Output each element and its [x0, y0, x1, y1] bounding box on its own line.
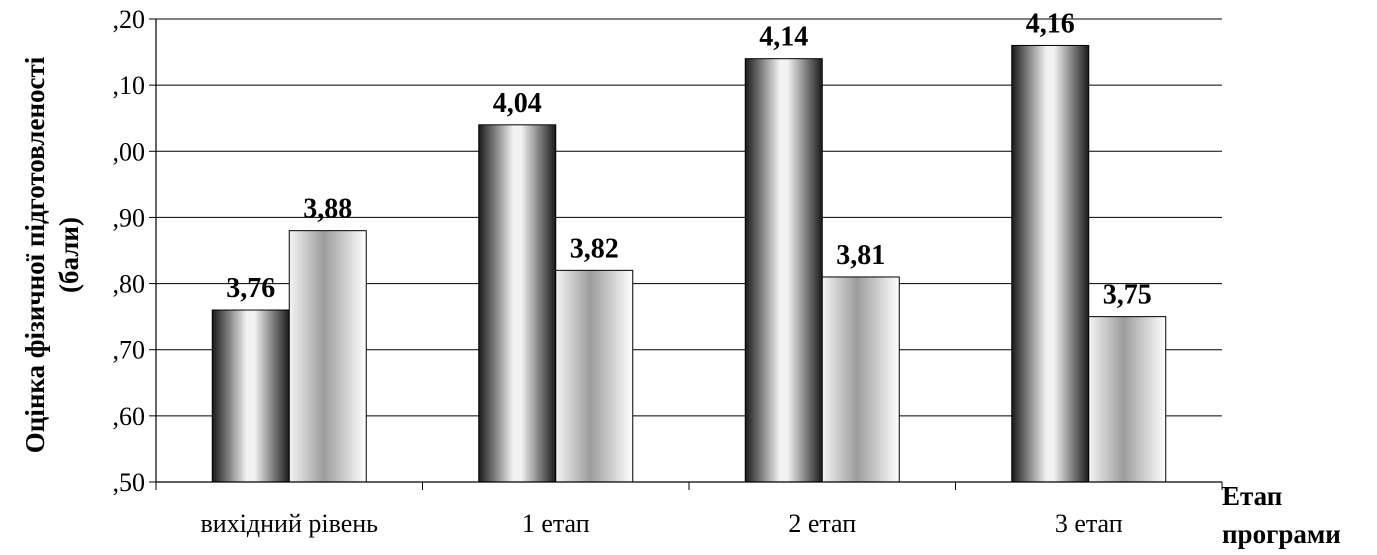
- bar-series1-3: [744, 58, 823, 483]
- y-tick-label: ,90: [113, 203, 146, 232]
- x-axis-title-line-2: програми: [1222, 519, 1341, 549]
- bar-series2-2: [555, 269, 634, 483]
- data-label: 4,16: [1026, 8, 1075, 39]
- x-tick-label: 1 етап: [522, 509, 590, 538]
- y-tick-label: ,60: [113, 402, 146, 431]
- data-label: 3,88: [303, 194, 352, 225]
- bar-series1-4: [1011, 44, 1090, 483]
- bar-series2-4: [1088, 316, 1167, 483]
- bars: [211, 44, 1167, 483]
- x-axis-title-line-1: Етап: [1222, 481, 1282, 511]
- y-tick-label: ,10: [113, 71, 146, 100]
- labels: ,50 ,60 ,70 ,80 ,90 ,00 ,10 ,20 3,76 3,88 вихідний…: [113, 5, 1152, 538]
- data-label: 3,82: [570, 233, 619, 264]
- y-tick-label: ,20: [113, 5, 146, 34]
- x-tick-label: 2 етап: [788, 509, 856, 538]
- bar-series2-3: [821, 276, 900, 483]
- bar-series1-1: [211, 309, 290, 483]
- axes: [149, 18, 1223, 490]
- data-label: 3,81: [836, 240, 885, 271]
- data-label: 3,75: [1103, 280, 1152, 311]
- y-axis-title-line-1: Оцінка фізичної підготовленості: [20, 56, 50, 453]
- data-label: 4,14: [759, 22, 808, 53]
- x-tick-label: 3 етап: [1055, 509, 1123, 538]
- data-label: 4,04: [493, 88, 542, 119]
- y-axis-title-line-2: (бали): [54, 217, 84, 293]
- data-label: 3,76: [226, 273, 275, 304]
- bar-series2-1: [288, 230, 367, 483]
- x-tick-label: вихідний рівень: [200, 509, 378, 538]
- y-tick-label: ,80: [113, 270, 146, 299]
- bar-series1-2: [478, 124, 557, 483]
- y-tick-label: ,00: [113, 137, 146, 166]
- y-tick-label: ,50: [113, 468, 146, 497]
- y-tick-label: ,70: [113, 336, 146, 365]
